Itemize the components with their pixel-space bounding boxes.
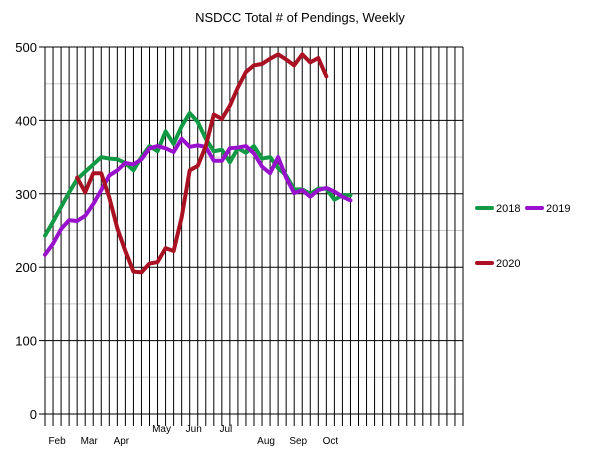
x-tick-label: Sep — [289, 436, 307, 447]
legend-label-2020: 2020 — [496, 258, 520, 270]
x-tick-label: Apr — [114, 436, 130, 447]
y-tick-label: 200 — [15, 260, 37, 275]
chart-title: NSDCC Total # of Pendings, Weekly — [195, 10, 405, 25]
x-tick-label: Feb — [48, 436, 66, 447]
series-line-2020 — [75, 52, 329, 275]
legend-label-2018: 2018 — [496, 203, 520, 215]
x-tick-label: Aug — [257, 436, 275, 447]
x-tick-label: Jun — [186, 424, 202, 435]
y-tick-label: 500 — [15, 40, 37, 55]
grid — [39, 46, 464, 426]
y-tick-label: 300 — [15, 187, 37, 202]
y-tick-label: 400 — [15, 113, 37, 128]
legend-label-2019: 2019 — [546, 203, 570, 215]
series-line-2019 — [43, 136, 353, 257]
x-tick-label: Jul — [219, 424, 232, 435]
x-tick-label: Oct — [323, 436, 339, 447]
x-tick-label: Mar — [81, 436, 99, 447]
y-tick-label: 0 — [30, 407, 37, 422]
x-tick-label: May — [152, 424, 171, 435]
y-tick-label: 100 — [15, 334, 37, 349]
